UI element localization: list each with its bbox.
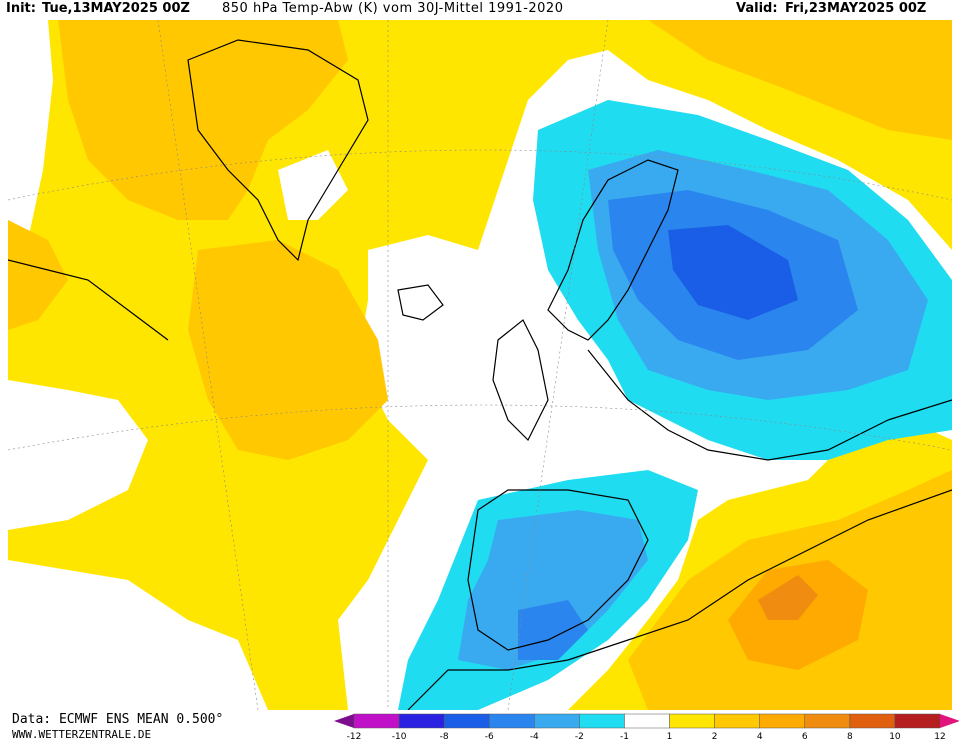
cold-max-north <box>668 225 798 320</box>
legend-tick-label: -12 <box>347 732 362 741</box>
cold-core-south <box>458 510 648 670</box>
meridians <box>8 20 952 710</box>
warm-max-sahara <box>758 575 818 620</box>
valid-label: Valid: <box>736 1 778 16</box>
africa-coast <box>407 489 952 710</box>
legend-swatch <box>894 713 941 729</box>
legend-tick-label: 2 <box>712 732 718 741</box>
british-isles-coast <box>492 319 549 442</box>
legend-swatch <box>804 713 851 729</box>
legend-tick-label: -8 <box>440 732 449 741</box>
legend-tick-label: 8 <box>847 732 853 741</box>
valid-date: Fri,23MAY2025 00Z <box>785 1 927 16</box>
legend-tick-label: 4 <box>757 732 763 741</box>
legend-tick-label: 12 <box>934 732 945 741</box>
legend-tick-label: 6 <box>802 732 808 741</box>
legend-swatch <box>624 713 670 729</box>
neutral-zone-greenland <box>278 150 348 220</box>
init-date: Tue,13MAY2025 00Z <box>42 1 190 16</box>
legend-tick-label: 10 <box>889 732 901 741</box>
map-title: 850 hPa Temp-Abw (K) vom 30J-Mittel 1991… <box>222 1 564 16</box>
europe-coast <box>587 349 952 461</box>
warm-core-northwest <box>58 20 348 220</box>
greenland-coast <box>187 39 369 262</box>
legend-arrow-left <box>334 714 354 728</box>
legend-tick-label: -6 <box>485 732 494 741</box>
legend-swatch <box>443 713 490 729</box>
legend-swatch <box>669 713 715 729</box>
legend-tick-label: -4 <box>530 732 539 741</box>
neutral-zone-west <box>8 380 148 530</box>
cold-core-south-strong <box>518 600 588 660</box>
data-source: Data: ECMWF ENS MEAN 0.500° <box>12 712 224 727</box>
legend-swatch <box>488 713 535 729</box>
legend-swatch <box>714 713 760 729</box>
iceland-coast <box>397 284 444 321</box>
warm-core-northeast <box>648 20 952 140</box>
legend-swatch <box>849 713 896 729</box>
website-credit: WWW.WETTERZENTRALE.DE <box>12 728 152 741</box>
legend-swatch <box>353 713 400 729</box>
warm-core-west <box>8 220 68 330</box>
warm-core-atlantic <box>188 240 388 460</box>
legend-arrow-right <box>940 714 959 728</box>
legend-tick-label: -1 <box>620 732 629 741</box>
coastlines <box>8 39 952 710</box>
legend-tick-label: 1 <box>667 732 673 741</box>
color-legend: -12 -10 -8 -6 -4 -2 -1 1 2 4 6 8 10 12 <box>334 713 959 741</box>
neutral-zone-west-bottom <box>8 560 268 710</box>
neutral-zone-northwest <box>8 20 53 260</box>
scandinavia-coast <box>547 159 679 341</box>
init-label: Init: <box>6 1 36 16</box>
northwest-coast <box>8 259 169 341</box>
legend-swatch <box>579 713 625 729</box>
iberia-coast <box>467 489 649 651</box>
legend-swatch <box>398 713 445 729</box>
legend-swatch <box>759 713 806 729</box>
legend-swatch <box>534 713 580 729</box>
anomaly-map <box>8 20 952 710</box>
map-header: Init: Tue,13MAY2025 00Z 850 hPa Temp-Abw… <box>0 0 959 20</box>
legend-tick-label: -2 <box>575 732 584 741</box>
legend-tick-label: -10 <box>392 732 407 741</box>
